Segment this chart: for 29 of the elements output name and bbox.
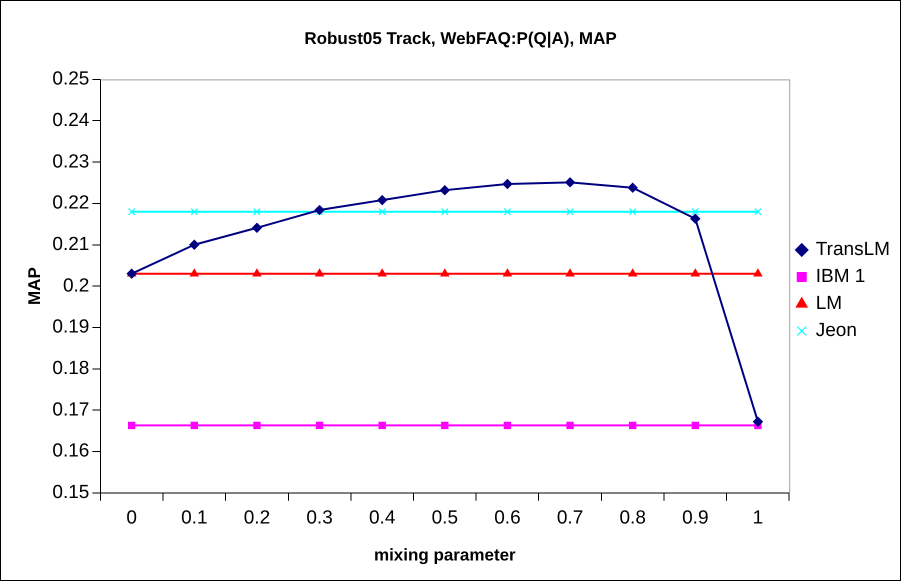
x-axis-title: mixing parameter	[374, 545, 516, 564]
y-tick-label: 0.25	[52, 68, 90, 90]
y-tick-label: 0.15	[52, 482, 90, 504]
x-tick-label: 0.8	[619, 507, 646, 528]
x-tick-label: 0.6	[494, 507, 521, 528]
x-tick-label: 1	[752, 507, 764, 528]
x-tick-label: 0.2	[244, 507, 270, 528]
x-tick-label: 0.4	[368, 507, 396, 528]
y-tick-label: 0.16	[52, 440, 90, 462]
y-tick-label: 0.21	[52, 234, 90, 255]
y-axis-title: MAP	[24, 267, 44, 305]
legend-label: LM	[816, 293, 842, 314]
y-tick-label: 0.2	[62, 275, 90, 296]
legend-label: IBM 1	[816, 266, 866, 288]
x-tick-label: 0.9	[682, 507, 709, 528]
legend-label: TransLM	[816, 239, 890, 260]
y-tick-label: 0.22	[52, 192, 90, 214]
y-tick-label: 0.17	[52, 399, 90, 420]
x-tick-label: 0.3	[306, 507, 333, 528]
x-tick-label: 0.7	[556, 507, 584, 528]
x-tick-label: 0	[126, 507, 137, 528]
chart-title: Robust05 Track, WebFAQ:P(Q|A), MAP	[304, 28, 617, 48]
y-tick-label: 0.23	[52, 151, 90, 172]
legend-label: Jeon	[816, 320, 857, 342]
x-tick-label: 0.5	[432, 507, 458, 528]
x-tick-label: 0.1	[181, 507, 208, 528]
y-tick-label: 0.19	[52, 316, 90, 338]
y-tick-label: 0.24	[52, 110, 90, 131]
y-tick-label: 0.18	[52, 358, 90, 380]
